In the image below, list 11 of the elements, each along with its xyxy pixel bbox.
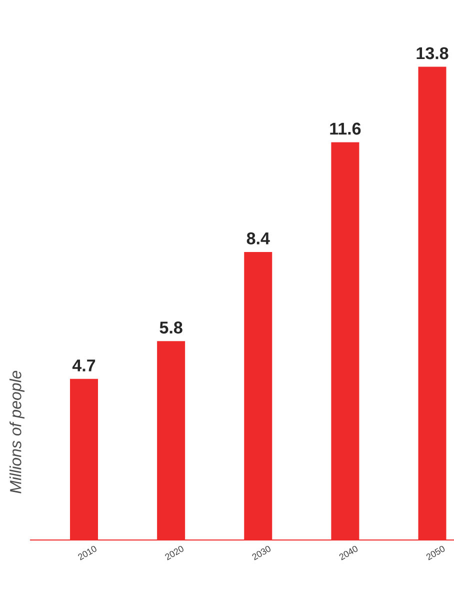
data-label: 5.8	[160, 322, 182, 334]
data-label: 11.6	[330, 122, 361, 135]
x-tick-label: 2010	[78, 546, 96, 560]
data-label: 13.8	[416, 47, 448, 60]
y-axis-title: Millions of people	[10, 370, 24, 494]
x-tick-label: 2050	[426, 546, 445, 560]
x-tick-label: 2030	[252, 546, 270, 560]
data-label: 8.4	[246, 232, 270, 244]
data-label: 4.7	[72, 360, 96, 372]
x-tick-label: 2040	[339, 546, 358, 560]
x-tick-label: 2020	[165, 546, 184, 560]
